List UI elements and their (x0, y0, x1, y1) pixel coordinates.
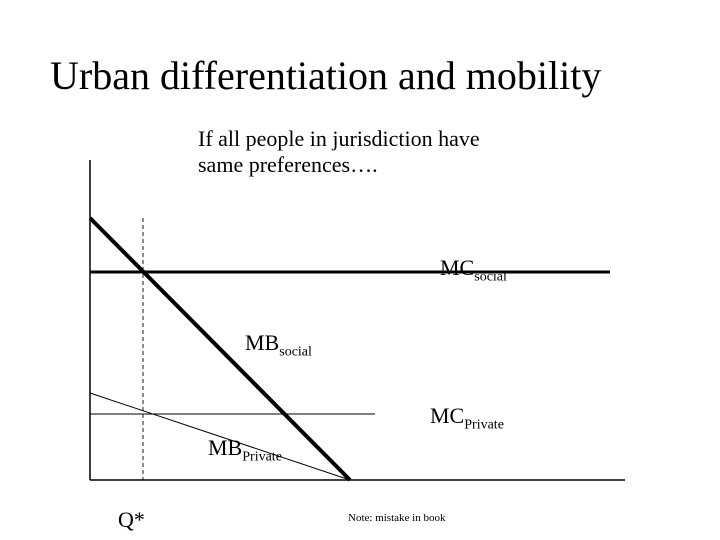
label-mb-social: MBsocial (245, 330, 312, 360)
label-mb-private-sub: Private (242, 449, 282, 464)
label-mc-social-main: MC (440, 255, 474, 280)
note: Note: mistake in book (348, 512, 445, 524)
label-mb-social-main: MB (245, 330, 279, 355)
label-mb-social-sub: social (279, 344, 312, 359)
label-mb-private: MBPrivate (208, 435, 282, 465)
label-mc-social-sub: social (474, 269, 507, 284)
label-mc-private: MCPrivate (430, 403, 504, 433)
label-mc-social: MCsocial (440, 255, 507, 285)
label-mb-private-main: MB (208, 435, 242, 460)
label-mc-private-main: MC (430, 403, 464, 428)
label-q-star: Q* (118, 507, 145, 533)
label-mc-private-sub: Private (464, 417, 504, 432)
page-title: Urban differentiation and mobility (50, 52, 601, 99)
chart-svg (80, 160, 625, 500)
econ-diagram: MCsocial MBsocial MCPrivate MBPrivate Q*… (80, 160, 625, 500)
